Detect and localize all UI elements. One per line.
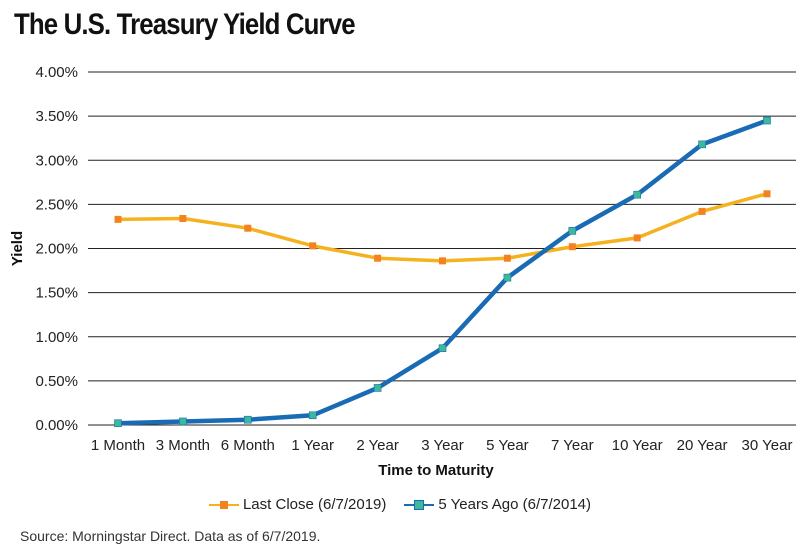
data-point	[763, 190, 771, 198]
series-line-1	[115, 118, 770, 426]
legend-item-5-years-ago: 5 Years Ago (6/7/2014)	[404, 496, 591, 513]
y-tick-label: 3.00%	[35, 152, 78, 169]
legend-label-last-close: Last Close (6/7/2019)	[242, 496, 387, 513]
data-point	[698, 140, 706, 149]
y-tick-label: 0.00%	[35, 417, 78, 434]
legend: Last Close (6/7/2019) 5 Years Ago (6/7/2…	[0, 496, 800, 513]
y-tick-label: 2.00%	[35, 241, 78, 258]
data-point	[633, 190, 642, 199]
data-point	[179, 214, 187, 222]
y-tick-label: 1.50%	[35, 285, 78, 302]
y-tick-label: 4.00%	[35, 64, 78, 81]
y-tick-label: 1.00%	[35, 329, 78, 346]
chart-title: The U.S. Treasury Yield Curve	[14, 8, 356, 41]
x-tick-label: 6 Month	[221, 437, 275, 454]
legend-swatch-5-years-ago	[404, 499, 435, 510]
data-point	[698, 207, 706, 215]
data-point	[373, 384, 382, 392]
y-tick-label: 3.50%	[35, 108, 78, 125]
legend-swatch-last-close	[208, 500, 239, 510]
legend-label-5-years-ago: 5 Years Ago (6/7/2014)	[438, 496, 592, 513]
data-point	[114, 215, 122, 223]
x-tick-labels: 1 Month 3 Month 6 Month 1 Year 2 Year 3 Year 5…	[91, 437, 793, 454]
y-tick-labels: 0.00% 0.50% 1.00% 1.50% 2.00% 2.50% 3.00% 3.50%…	[35, 64, 78, 434]
x-tick-label: 10 Year	[612, 437, 663, 454]
data-point	[309, 242, 317, 250]
y-tick-label: 0.50%	[35, 373, 78, 390]
data-point	[374, 254, 382, 262]
x-tick-label: 30 Year	[742, 437, 793, 454]
x-tick-label: 20 Year	[677, 437, 728, 454]
x-tick-label: 1 Month	[91, 437, 145, 454]
data-point	[568, 243, 576, 251]
x-tick-label: 3 Month	[156, 437, 210, 454]
x-tick-label: 1 Year	[291, 437, 334, 454]
series-lines	[114, 116, 771, 428]
x-tick-label: 7 Year	[551, 437, 594, 454]
data-point	[308, 411, 317, 420]
data-point	[439, 257, 446, 265]
x-tick-label: 3 Year	[421, 437, 464, 454]
data-point	[179, 417, 187, 426]
y-tick-label: 2.50%	[35, 196, 78, 213]
x-tick-label: 5 Year	[486, 437, 529, 454]
data-point	[633, 234, 641, 242]
data-point	[503, 254, 511, 262]
line-chart: 0.00% 0.50% 1.00% 1.50% 2.00% 2.50% 3.00% 3.50%…	[9, 64, 796, 479]
grid-lines	[88, 71, 796, 426]
data-point	[763, 116, 771, 125]
x-tick-label: 2 Year	[356, 437, 399, 454]
x-axis-label: Time to Maturity	[378, 462, 494, 479]
legend-item-last-close: Last Close (6/7/2019)	[208, 496, 387, 513]
data-point	[244, 224, 252, 232]
data-point	[244, 415, 252, 424]
source-note: Source: Morningstar Direct. Data as of 6…	[20, 528, 321, 544]
data-point	[568, 227, 577, 235]
series-line-0	[116, 192, 769, 263]
y-axis-label: Yield	[9, 231, 26, 266]
data-point	[438, 344, 447, 353]
data-point	[114, 419, 122, 428]
data-point	[503, 273, 512, 282]
